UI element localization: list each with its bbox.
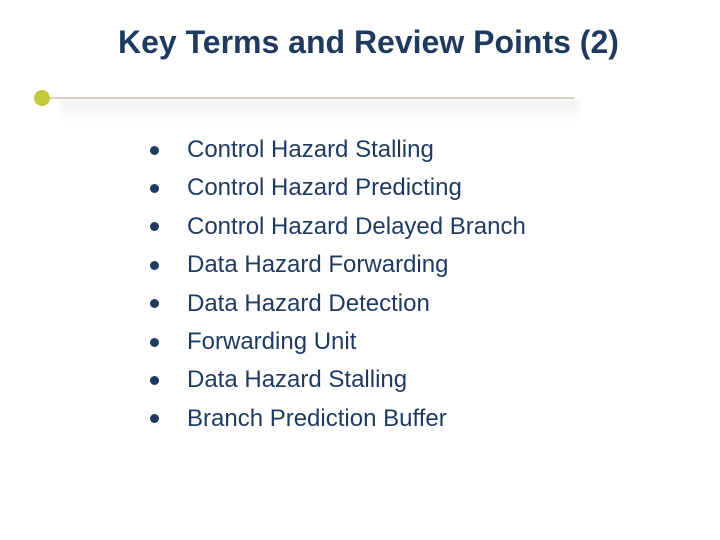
list-item-text: Data Hazard Forwarding (187, 249, 448, 281)
list-item: Data Hazard Stalling (150, 364, 660, 396)
list-item-text: Branch Prediction Buffer (187, 403, 447, 435)
list-item: Control Hazard Predicting (150, 172, 660, 204)
list-item-text: Data Hazard Detection (187, 288, 430, 320)
list-item: Branch Prediction Buffer (150, 403, 660, 435)
bullet-list: Control Hazard Stalling Control Hazard P… (150, 134, 660, 441)
slide-title: Key Terms and Review Points (2) (118, 24, 700, 61)
accent-decoration (0, 92, 720, 132)
bullet-icon (150, 376, 159, 385)
list-item-text: Control Hazard Delayed Branch (187, 211, 526, 243)
accent-circle (34, 90, 50, 106)
list-item: Control Hazard Delayed Branch (150, 211, 660, 243)
accent-shadow (60, 100, 580, 122)
bullet-icon (150, 222, 159, 231)
list-item-text: Forwarding Unit (187, 326, 356, 358)
list-item-text: Control Hazard Predicting (187, 172, 462, 204)
list-item: Data Hazard Forwarding (150, 249, 660, 281)
accent-rule (44, 97, 574, 99)
bullet-icon (150, 299, 159, 308)
bullet-icon (150, 146, 159, 155)
list-item-text: Data Hazard Stalling (187, 364, 407, 396)
list-item-text: Control Hazard Stalling (187, 134, 434, 166)
bullet-icon (150, 414, 159, 423)
list-item: Forwarding Unit (150, 326, 660, 358)
slide: Key Terms and Review Points (2) Control … (0, 0, 720, 540)
list-item: Control Hazard Stalling (150, 134, 660, 166)
bullet-icon (150, 338, 159, 347)
list-item: Data Hazard Detection (150, 288, 660, 320)
bullet-icon (150, 261, 159, 270)
bullet-icon (150, 184, 159, 193)
